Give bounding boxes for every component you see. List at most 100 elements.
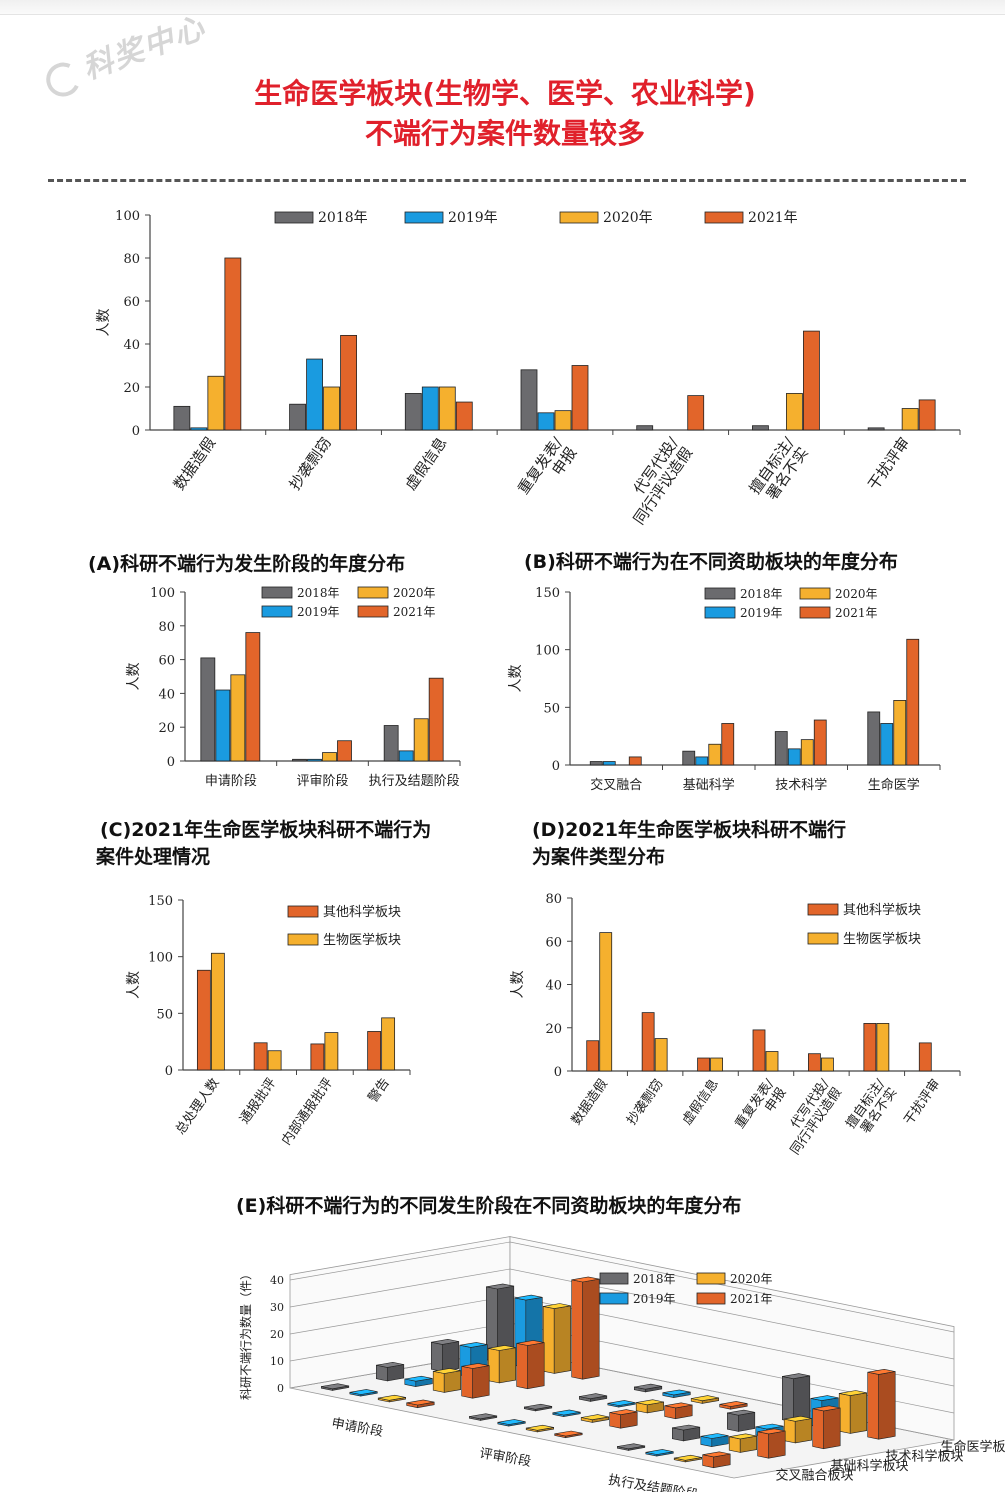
x-tick-label: 评审阶段 (296, 774, 348, 789)
sector-label: 基础科学板块 (831, 1458, 909, 1474)
bar (697, 1057, 710, 1072)
bar3d-side (792, 1375, 811, 1423)
bar (554, 410, 572, 431)
bar (765, 1051, 779, 1072)
bar3d-front (461, 1365, 474, 1399)
bar (210, 952, 225, 1071)
bar3d-side (737, 1411, 756, 1432)
legend-swatch (287, 933, 319, 946)
bar3d-top (719, 1401, 748, 1407)
legend-swatch (599, 1272, 629, 1285)
bar (752, 1029, 766, 1072)
bar3d-front (867, 1371, 880, 1440)
bar3d-top (867, 1368, 896, 1375)
bar (803, 330, 820, 431)
bar3d-side (823, 1407, 841, 1450)
bar3d-top (376, 1361, 404, 1368)
z-tick-label: 20 (270, 1328, 284, 1341)
bar3d-top (645, 1449, 674, 1455)
y-tick-label: 40 (545, 979, 562, 994)
caption-a: (A)科研不端行为发生阶段的年度分布 (88, 553, 406, 575)
bar (267, 1050, 282, 1071)
bar3d-side (553, 1305, 572, 1374)
caption-c-line2: 案件处理情况 (96, 846, 211, 868)
y-tick-label: 100 (148, 951, 173, 966)
bar3d-side (794, 1418, 813, 1444)
legend-swatch (799, 606, 831, 619)
bar3d-front (432, 1370, 445, 1393)
bar (695, 756, 709, 766)
legend-swatch (559, 211, 599, 224)
bar (306, 358, 323, 431)
legend-label: 2018年 (740, 587, 783, 601)
bar (215, 689, 231, 762)
legend-label: 2020年 (835, 587, 878, 601)
y-tick-label: 80 (545, 892, 562, 907)
bar3d-top (469, 1413, 497, 1420)
bar3d-top (514, 1294, 543, 1301)
y-tick-label: 0 (165, 1064, 173, 1079)
bar3d-front (783, 1418, 796, 1444)
y-tick-label: 80 (158, 620, 175, 635)
bar (641, 1012, 655, 1072)
caption-e: (E)科研不端行为的不同发生阶段在不同资助板块的年度分布 (236, 1195, 742, 1217)
bar3d-front (757, 1431, 770, 1459)
bar (682, 750, 696, 766)
legend-label: 2019年 (448, 210, 498, 226)
legend-swatch (696, 1272, 726, 1285)
y-tick-label: 0 (552, 759, 560, 774)
bar3d-front (838, 1393, 851, 1434)
legend-swatch (704, 606, 736, 619)
x-tick-label: 重复发表/申报 (514, 433, 581, 507)
legend-swatch (807, 932, 839, 945)
x-tick-label: 生命医学 (868, 777, 920, 793)
legend-swatch (357, 605, 389, 618)
bar3d-front (542, 1306, 555, 1374)
bar3d-top (526, 1424, 554, 1431)
legend-label: 2021年 (730, 1292, 773, 1306)
bar (906, 638, 920, 766)
legend-label: 2021年 (835, 606, 878, 620)
bar (599, 932, 613, 1072)
bar3d-top (486, 1283, 514, 1290)
bar3d-top (702, 1451, 731, 1458)
bar (571, 365, 589, 431)
bar (586, 1040, 600, 1072)
sector-label: 技术科学板块 (886, 1448, 964, 1464)
y-axis-label: 人数 (126, 971, 142, 999)
legend-swatch (799, 587, 831, 600)
x-tick-label: 干扰评审 (864, 434, 913, 493)
bar3d-top (784, 1415, 812, 1422)
top-bar (0, 0, 1005, 15)
x-tick-label: 抄袭剽窃 (286, 434, 335, 493)
legend-label: 生物医学板块 (843, 931, 921, 947)
bar (918, 1042, 932, 1072)
page-title-line2: 不端行为案件数量较多 (364, 117, 645, 150)
bar (863, 1023, 877, 1072)
bar (398, 750, 414, 762)
bar (413, 718, 429, 762)
bar3d-top (674, 1454, 702, 1461)
bar (404, 393, 422, 431)
bar3d-top (782, 1373, 810, 1380)
x-tick-label: 代写代投/同行评议造假 (775, 1076, 845, 1158)
bar3d-top (349, 1389, 378, 1395)
sector-label: 生命医学板块 (941, 1439, 1005, 1455)
x-tick-label: 技术科学 (775, 777, 827, 793)
bar3d-front (430, 1341, 443, 1372)
legend-swatch (599, 1292, 629, 1305)
bar (867, 711, 881, 766)
y-axis-label: 人数 (510, 971, 526, 999)
x-tick-label: 抄袭剽窃 (623, 1076, 666, 1128)
x-tick-label: 数据造假 (569, 1077, 611, 1128)
x-tick-label: 警告 (365, 1075, 393, 1105)
x-tick-label: 总处理人数 (173, 1076, 223, 1138)
stage-label: 执行及结题阶段 (607, 1473, 699, 1492)
y-tick-label: 60 (123, 295, 140, 310)
page-title-line1: 生命医学板块(生物学、医学、农业科学) (254, 77, 756, 110)
bar3d-front (728, 1436, 741, 1453)
bar (438, 386, 456, 431)
legend-swatch (274, 211, 314, 224)
